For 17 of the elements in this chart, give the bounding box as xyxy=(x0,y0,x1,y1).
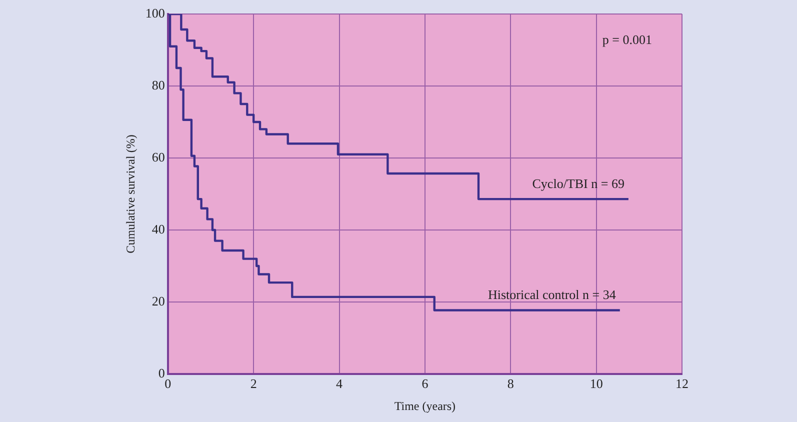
x-tick-label: 4 xyxy=(336,376,344,392)
y-tick-label: 80 xyxy=(152,77,165,92)
series-label: Historical control n = 34 xyxy=(488,287,616,302)
x-tick-label: 12 xyxy=(676,376,688,392)
x-tick-label: 6 xyxy=(422,376,429,392)
x-tick-label: 8 xyxy=(507,376,514,392)
y-tick-label: 60 xyxy=(152,149,165,164)
series-label: Cyclo/TBI n = 69 xyxy=(532,176,624,191)
annotation: p = 0.001 xyxy=(602,32,652,47)
y-tick-label: 0 xyxy=(158,365,165,380)
x-tick-label: 2 xyxy=(250,376,257,392)
y-axis-title: Cumulative survival (%) xyxy=(123,134,138,254)
x-axis-title: Time (years) xyxy=(394,398,456,413)
x-tick-label: 10 xyxy=(590,376,603,392)
y-tick-label: 100 xyxy=(145,5,165,20)
y-tick-label: 20 xyxy=(152,293,165,308)
y-tick-label: 40 xyxy=(152,221,165,236)
